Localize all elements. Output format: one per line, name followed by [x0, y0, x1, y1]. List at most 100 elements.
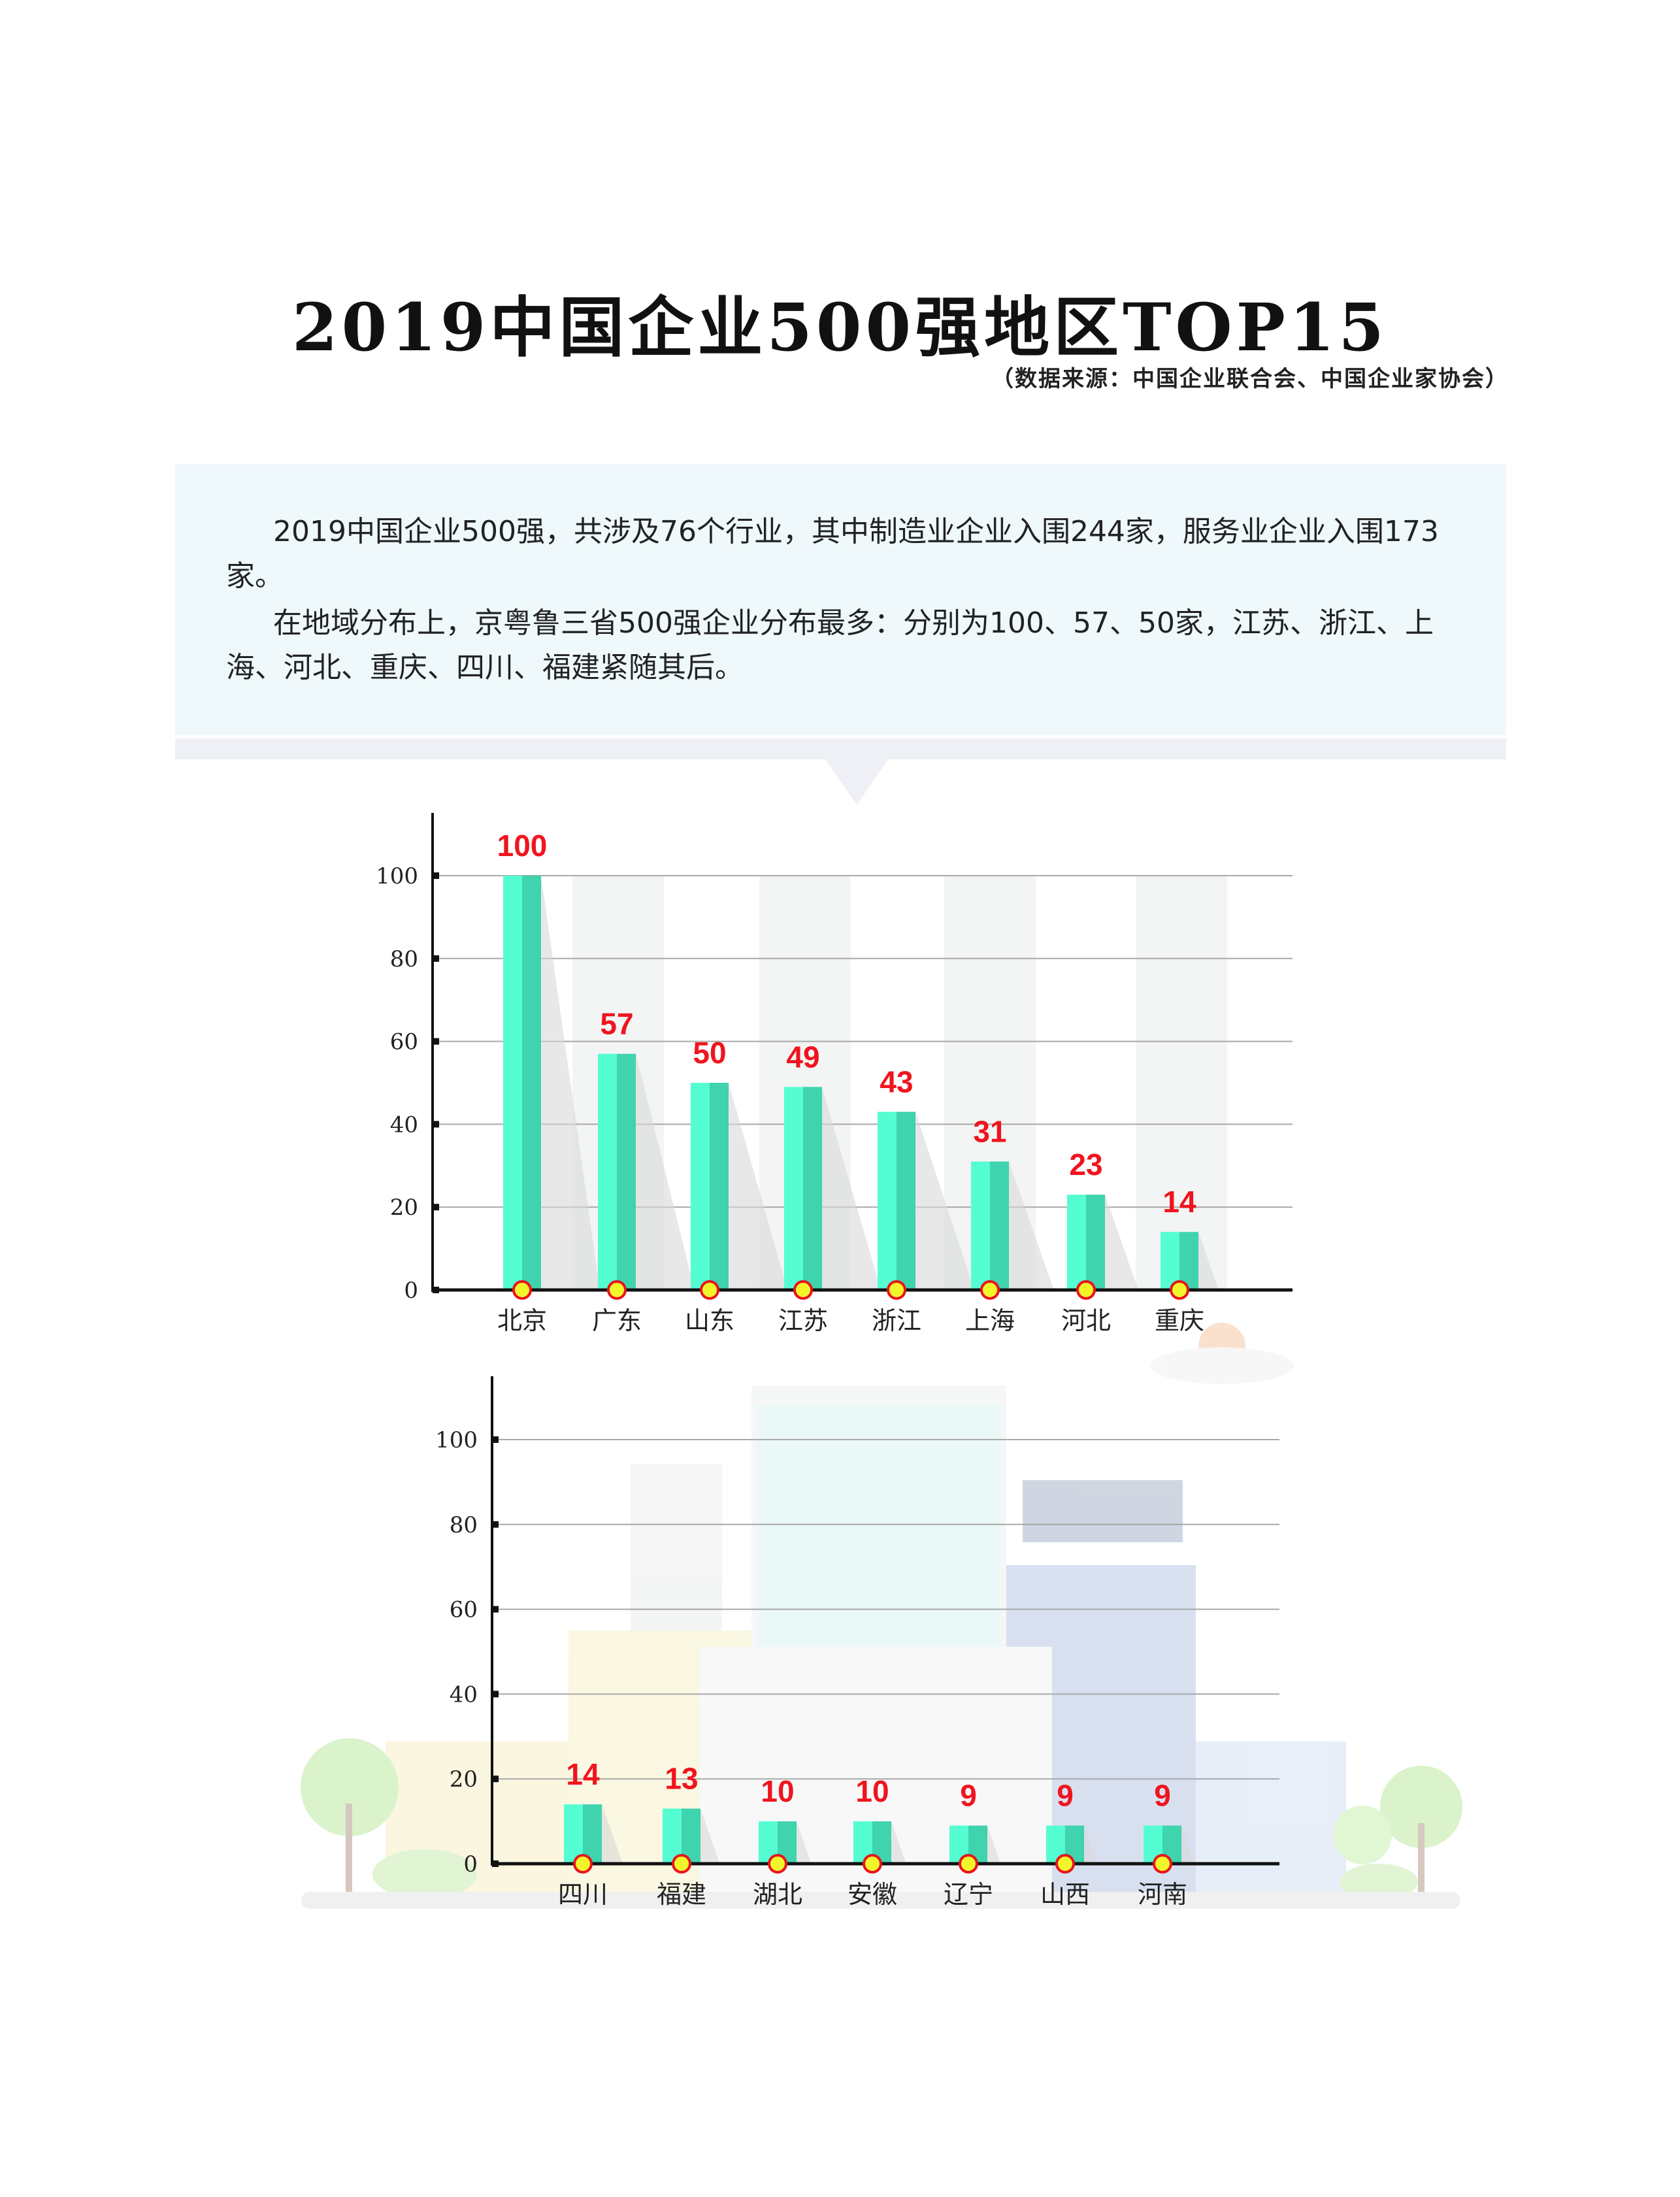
bar-shadow [1009, 1161, 1054, 1290]
bar [598, 1053, 617, 1290]
marker-dot [700, 1280, 719, 1300]
x-tick-label: 山东 [685, 1306, 734, 1335]
y-tick-mark [492, 1606, 499, 1613]
bar-shadow [1181, 1825, 1195, 1864]
y-tick-mark [492, 1436, 499, 1443]
bar-shadow [729, 1083, 787, 1290]
tree-icon [1380, 1766, 1462, 1848]
marker-dot [1076, 1280, 1096, 1300]
y-tick-label: 0 [463, 1851, 478, 1877]
bar-side [583, 1804, 602, 1864]
x-tick-label: 浙江 [872, 1306, 921, 1335]
marker-dot [793, 1280, 813, 1300]
marker-dot [768, 1854, 787, 1874]
marker-dot [573, 1854, 593, 1874]
city-background [301, 1323, 1462, 1909]
bar [564, 1804, 583, 1864]
y-tick-label: 100 [376, 863, 418, 889]
marker-dot [512, 1280, 532, 1300]
x-tick-label: 上海 [965, 1306, 1015, 1335]
bar-side [1086, 1195, 1105, 1290]
x-tick-label: 江苏 [778, 1306, 828, 1335]
bar-shadow [636, 1053, 695, 1290]
x-tick-label: 山西 [1040, 1880, 1090, 1909]
bar-side [1179, 1232, 1198, 1290]
intro-paragraph-1: 2019中国企业500强，共涉及76个行业，其中制造业企业入围244家，服务业企… [226, 515, 1439, 593]
intro-paragraph-2: 在地域分布上，京粤鲁三省500强企业分布最多：分别为100、57、50家，江苏、… [226, 606, 1434, 684]
chart-bottom: 0 20 40 60 80 100 14 四川 13 福建 10 湖北 10 安徽 9 辽宁 9 山西 9 河南 [435, 1376, 1279, 1909]
y-tick-mark [433, 1204, 439, 1211]
bar-shadow [1084, 1825, 1098, 1864]
y-tick-label: 80 [390, 946, 418, 972]
y-tick-label: 20 [450, 1766, 478, 1792]
data-source: （数据来源：中国企业联合会、中国企业家协会） [991, 366, 1509, 392]
y-tick-label: 40 [450, 1681, 478, 1708]
intro-box: 2019中国企业500强，共涉及76个行业，其中制造业企业入围244家，服务业企… [175, 464, 1506, 735]
value-label: 10 [855, 1774, 889, 1808]
marker-dot [980, 1280, 1000, 1300]
page-title: 2019中国企业500强地区TOP15 [292, 289, 1388, 366]
x-tick-label: 安徽 [848, 1880, 897, 1909]
bar-side [897, 1112, 915, 1290]
building-right [1196, 1742, 1346, 1892]
building-top [1023, 1480, 1183, 1542]
bar-shadow [797, 1821, 812, 1864]
bg-column [1136, 876, 1227, 1290]
tree-icon [1333, 1806, 1392, 1864]
bush-icon [372, 1849, 477, 1899]
marker-dot [887, 1280, 906, 1300]
x-tick-label: 河北 [1061, 1306, 1111, 1335]
value-label: 9 [1057, 1779, 1074, 1813]
bar-side [522, 876, 541, 1290]
x-tick-label: 四川 [558, 1880, 608, 1909]
value-label: 10 [761, 1774, 794, 1808]
value-label: 13 [665, 1762, 698, 1796]
bar-side [617, 1053, 636, 1290]
bar-shadow [700, 1808, 720, 1864]
y-tick-label: 40 [390, 1112, 418, 1138]
y-tick-label: 100 [435, 1427, 478, 1453]
bar-shadow [541, 876, 600, 1290]
x-tick-label: 辽宁 [944, 1880, 993, 1909]
value-label: 14 [1162, 1185, 1196, 1219]
marker-dot [607, 1280, 627, 1300]
value-label: 9 [960, 1779, 977, 1813]
bar [1067, 1195, 1086, 1290]
marker-dot [959, 1854, 978, 1874]
value-label: 23 [1069, 1148, 1102, 1181]
bar [1161, 1232, 1179, 1290]
marker-dot [1153, 1854, 1172, 1874]
bar [878, 1112, 897, 1290]
marker-dot [1170, 1280, 1189, 1300]
y-tick-label: 20 [390, 1195, 418, 1221]
bar-shadow [915, 1112, 974, 1290]
bar-side [710, 1083, 729, 1290]
y-tick-label: 60 [450, 1597, 478, 1623]
x-tick-label: 福建 [657, 1880, 706, 1909]
bar-shadow [891, 1821, 906, 1864]
y-tick-mark [492, 1691, 499, 1698]
y-tick-mark [492, 1521, 499, 1528]
value-label: 50 [693, 1036, 726, 1070]
x-tick-label: 河南 [1138, 1880, 1187, 1909]
value-label: 100 [497, 829, 548, 863]
value-label: 57 [600, 1007, 633, 1041]
bar [971, 1161, 990, 1290]
bush-icon [1340, 1864, 1418, 1900]
building-windows [758, 1405, 1000, 1653]
chevron-down-icon [811, 738, 902, 805]
y-tick-label: 60 [390, 1029, 418, 1055]
bar [784, 1087, 803, 1290]
bar-shadow [1198, 1232, 1219, 1290]
cloud-icon [1150, 1347, 1294, 1384]
bar-shadow [822, 1087, 881, 1290]
building-tall [751, 1385, 1006, 1660]
chart-top: 0 20 40 60 80 100 100 北京 57 广东 50 山东 49 江苏 43 浙江 31 上海 23 河… [376, 813, 1293, 1335]
ground [301, 1892, 1460, 1909]
x-tick-label: 重庆 [1155, 1306, 1204, 1335]
y-tick-mark [492, 1776, 499, 1783]
marker-dot [672, 1854, 691, 1874]
x-tick-label: 湖北 [753, 1880, 802, 1909]
value-label: 9 [1154, 1779, 1171, 1813]
